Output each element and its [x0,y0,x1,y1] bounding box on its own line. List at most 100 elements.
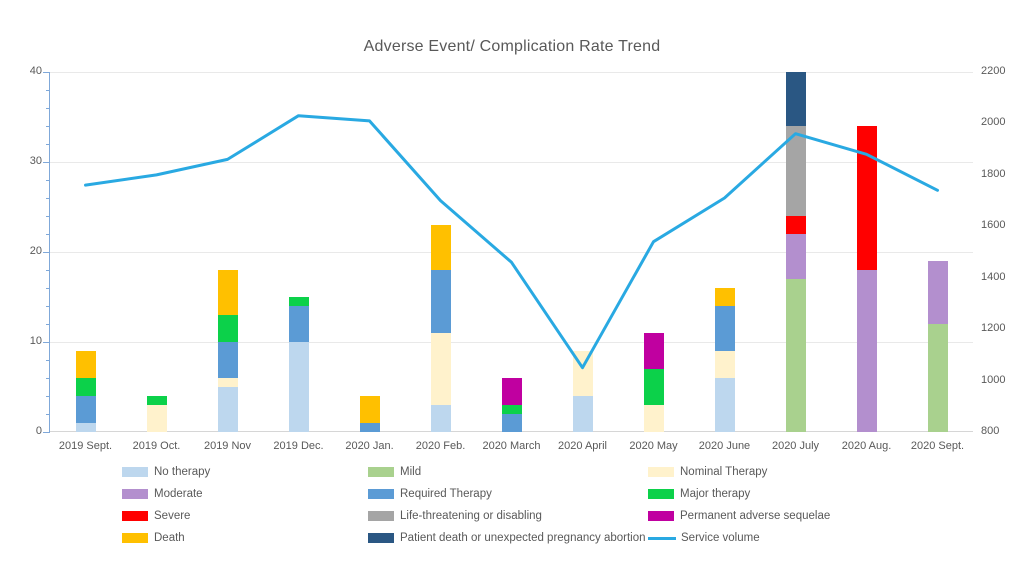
right-axis-tick-label-1200: 1200 [981,322,1006,335]
x-axis-label-2020-jan: 2020 Jan. [345,440,394,452]
bar-segment-patient-death-or-unexpected-pregnancy-abortion [785,72,806,126]
bar-segment-major-therapy [501,405,522,414]
legend-label-no-therapy: No therapy [154,466,211,478]
left-axis-tick [46,378,50,379]
bar-segment-no-therapy [430,405,451,432]
bar-segment-permanent-adverse-sequelae [501,378,522,405]
legend-label-moderate: Moderate [154,488,203,500]
bar-segment-life-threatening-or-disabling [785,126,806,216]
bar-segment-required-therapy [714,306,735,351]
legend-swatch-permanent-adverse-sequelae [648,511,674,521]
bar-segment-major-therapy [146,396,167,405]
gridline-30 [50,162,973,163]
legend-item-nominal-therapy: Nominal Therapy [648,464,767,480]
left-axis-tick-label-20: 20 [29,245,42,257]
legend-item-no-therapy: No therapy [122,464,210,480]
bar-segment-moderate [856,270,877,432]
right-axis-tick-label-2200: 2200 [981,65,1006,77]
legend-label-severe: Severe [154,510,191,522]
left-axis-tick [46,108,50,109]
legend-item-major-therapy: Major therapy [648,486,750,502]
left-axis-tick-label-40: 40 [29,65,42,77]
x-axis-label-2020-july: 2020 July [771,440,820,452]
bar-segment-death [430,225,451,270]
left-axis-tick [43,252,50,253]
legend-item-service-volume: Service volume [648,530,760,546]
bar-segment-permanent-adverse-sequelae [643,333,664,369]
right-axis-tick-label-1000: 1000 [981,373,1006,386]
plot-area [50,72,973,432]
right-axis-tick-label-1800: 1800 [981,167,1006,180]
bar-segment-nominal-therapy [430,333,451,405]
x-axis-label-2019-oct: 2019 Oct. [132,440,181,452]
legend-label-permanent-adverse-sequelae: Permanent adverse sequelae [680,510,831,522]
bar-segment-severe [856,126,877,270]
right-axis-tick-label-1600: 1600 [981,219,1006,232]
service-volume-line [84,114,939,370]
legend-label-required-therapy: Required Therapy [400,488,492,500]
chart-title: Adverse Event/ Complication Rate Trend [363,38,661,55]
bar-segment-required-therapy [288,306,309,342]
legend-swatch-life-threatening-or-disabling [368,511,394,521]
bar-segment-death [359,396,380,423]
legend-swatch-mild [368,467,394,477]
legend-label-life-threatening-or-disabling: Life-threatening or disabling [400,510,542,522]
left-axis-tick [43,72,50,73]
left-axis-tick [46,90,50,91]
left-axis-tick [46,126,50,127]
left-axis-tick [46,216,50,217]
left-axis-tick [43,342,50,343]
left-axis-tick-label-0: 0 [35,425,42,437]
legend-label-nominal-therapy: Nominal Therapy [680,466,768,478]
bar-segment-major-therapy [643,369,664,405]
legend-item-required-therapy: Required Therapy [368,486,492,502]
legend-label-patient-death-or-unexpected-pregnancy-abortion: Patient death or unexpected pregnancy ab… [400,532,646,544]
left-axis-tick [46,198,50,199]
bar-segment-required-therapy [217,342,238,378]
legend-swatch-severe [122,511,148,521]
bar-segment-nominal-therapy [217,378,238,387]
right-axis-tick-label-800: 800 [981,425,1000,437]
legend-item-death: Death [122,530,185,546]
bar-segment-moderate [927,261,948,324]
bar-segment-mild [785,279,806,432]
x-axis-label-2020-feb: 2020 Feb. [415,440,466,452]
bar-segment-severe [785,216,806,234]
left-axis-tick-label-30: 30 [29,155,42,167]
bar-segment-no-therapy [288,342,309,432]
bar-segment-mild [927,324,948,432]
gridline-40 [50,72,973,73]
left-axis-tick [46,288,50,289]
left-axis-tick [46,396,50,397]
legend-swatch-no-therapy [122,467,148,477]
bar-segment-nominal-therapy [714,351,735,378]
service-volume-polyline [84,114,939,370]
bar-segment-major-therapy [75,378,96,396]
left-axis-tick [46,270,50,271]
left-axis-tick [46,306,50,307]
bar-segment-nominal-therapy [146,405,167,432]
left-axis-tick [46,414,50,415]
x-axis-label-2020-sept: 2020 Sept. [910,440,965,452]
gridline-20 [50,252,973,253]
left-axis-tick [46,324,50,325]
legend-item-permanent-adverse-sequelae: Permanent adverse sequelae [648,508,830,524]
bar-segment-major-therapy [217,315,238,342]
legend-swatch-nominal-therapy [648,467,674,477]
x-axis-label-2019-nov: 2019 Nov [203,440,252,452]
legend-swatch-moderate [122,489,148,499]
x-axis-label-2020-aug: 2020 Aug. [841,440,892,452]
right-axis-tick-label-1400: 1400 [981,270,1006,283]
legend-item-severe: Severe [122,508,190,524]
bar-segment-death [217,270,238,315]
legend-swatch-death [122,533,148,543]
bar-segment-death [75,351,96,378]
x-axis-label-2019-dec: 2019 Dec. [273,440,324,452]
legend-swatch-service-volume [648,536,676,540]
left-axis-tick [46,144,50,145]
left-axis-tick [43,432,50,433]
legend-label-death: Death [154,532,185,544]
bar-segment-required-therapy [75,396,96,423]
left-axis-tick [46,234,50,235]
